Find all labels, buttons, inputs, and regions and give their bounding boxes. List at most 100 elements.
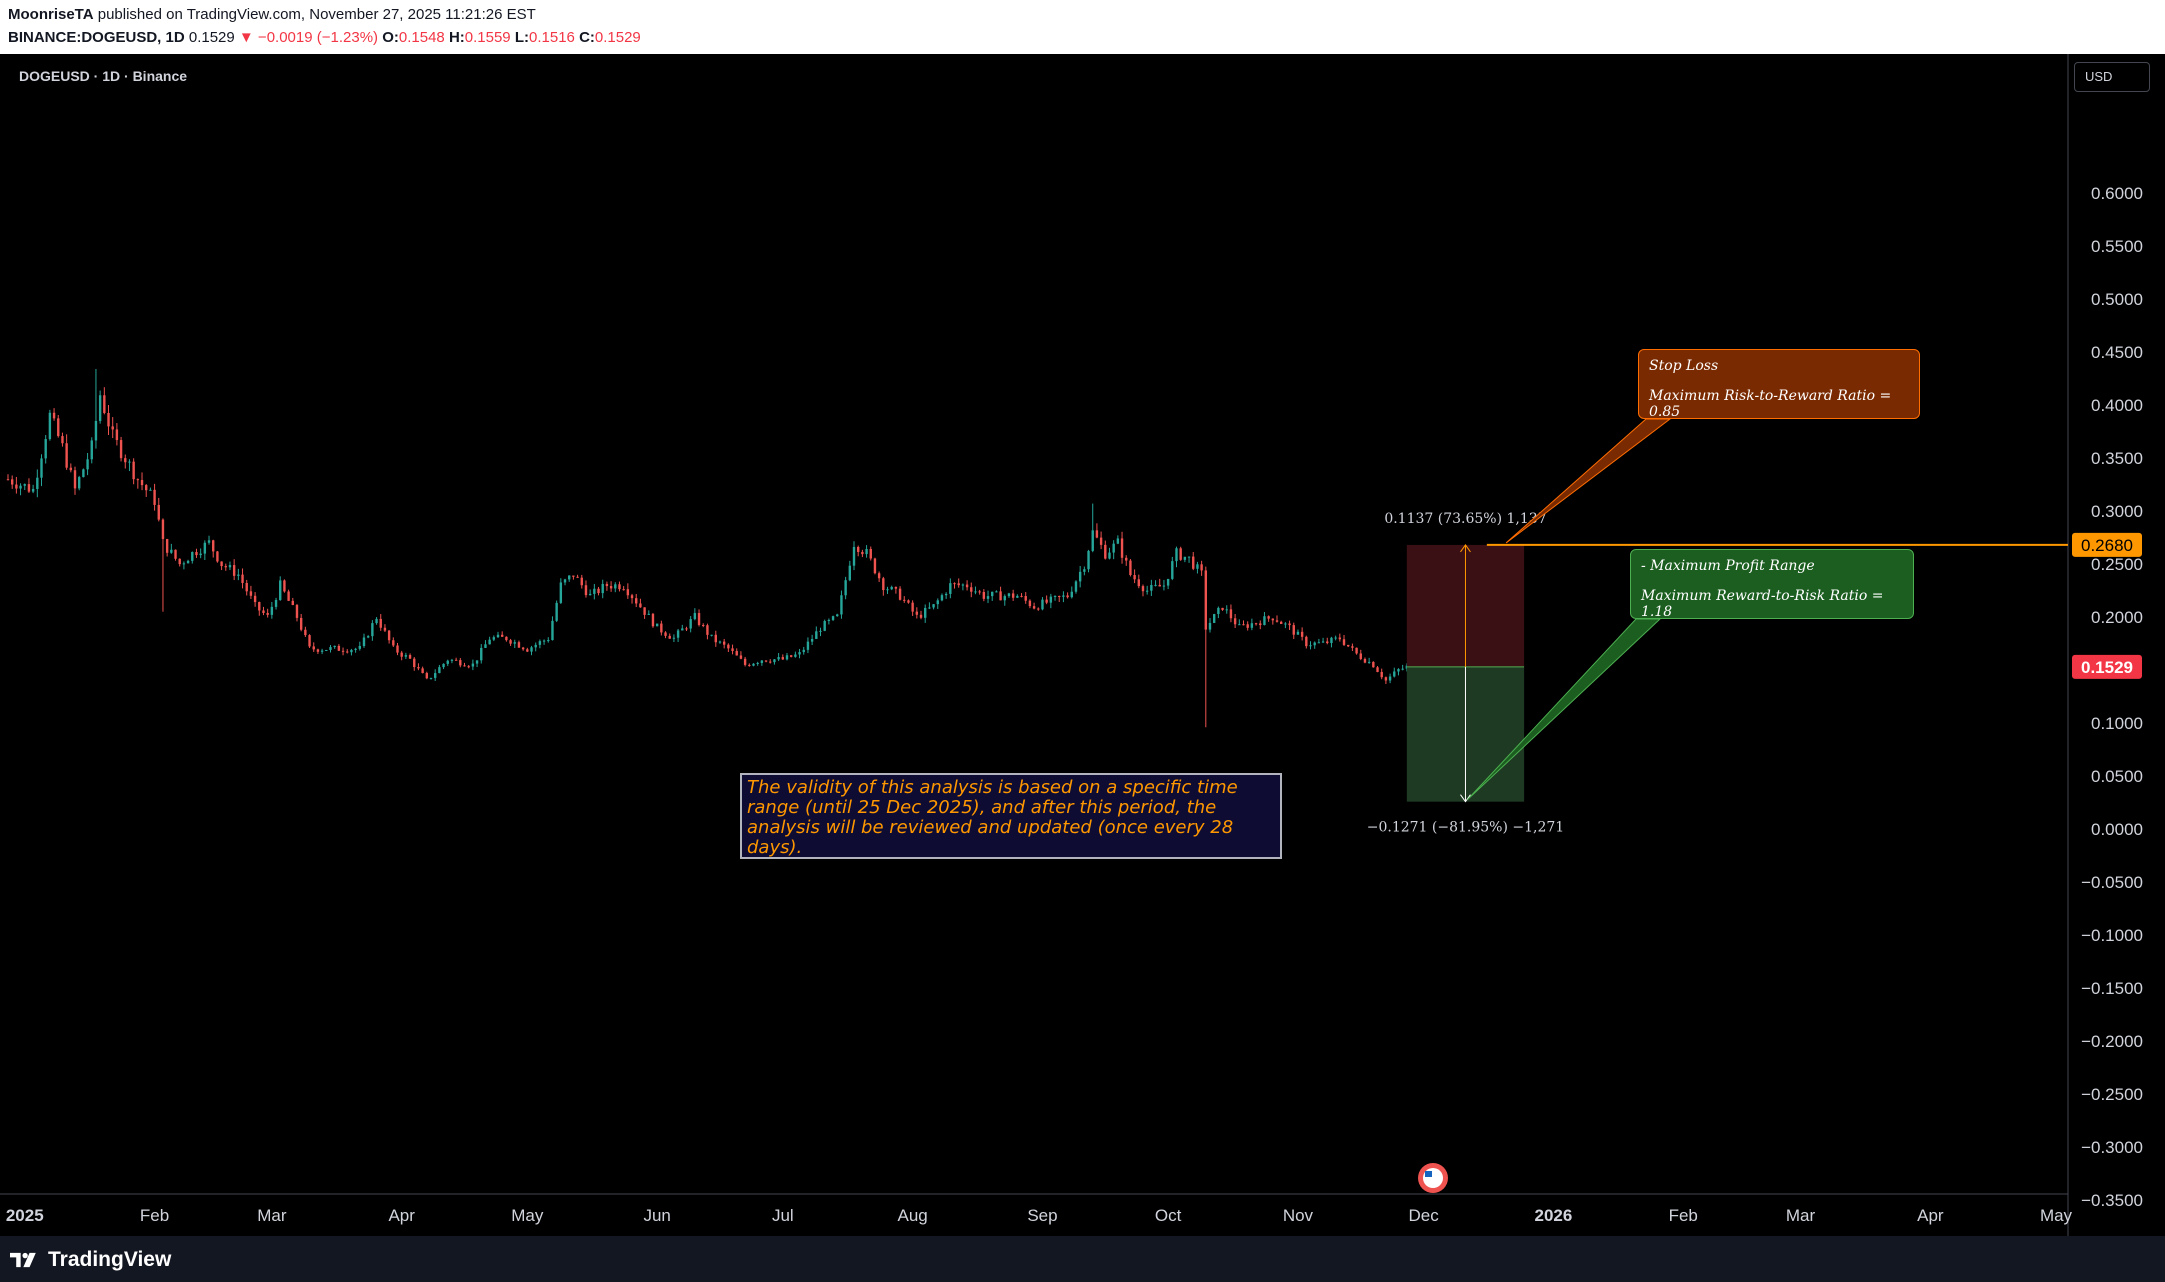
candle-body (643, 607, 645, 615)
candle-body (78, 477, 80, 488)
currency-button[interactable]: USD (2074, 62, 2150, 92)
stop-loss-title: Stop Loss (1649, 358, 1909, 374)
candle-body (1385, 677, 1387, 680)
candle-body (49, 413, 51, 439)
candle-body (932, 604, 934, 607)
candle-body (1238, 624, 1240, 625)
candle-body (1221, 608, 1223, 610)
candle-body (731, 648, 733, 651)
candle-body (505, 637, 507, 640)
candle-body (1041, 600, 1043, 610)
candle-body (585, 585, 587, 595)
candle-body (149, 490, 151, 491)
y-tick-label: −0.2000 (2081, 1032, 2143, 1051)
x-tick-label: Sep (1027, 1206, 1057, 1225)
candle-body (258, 602, 260, 610)
candle-body (317, 649, 319, 651)
candle-body (179, 559, 181, 564)
candle-body (380, 619, 382, 628)
candle-body (1339, 638, 1341, 640)
candle-body (794, 654, 796, 656)
candle-body (112, 426, 114, 429)
open-value: 0.1548 (399, 29, 445, 46)
candle-body (916, 612, 918, 615)
candle-body (1255, 623, 1257, 624)
candle-body (949, 583, 951, 594)
candle-body (229, 565, 231, 567)
candle-body (11, 479, 13, 484)
candle-body (1138, 579, 1140, 586)
candle-body (1071, 592, 1073, 598)
candle-body (807, 642, 809, 650)
candle-body (212, 540, 214, 551)
analysis-note[interactable]: The validity of this analysis is based o… (740, 773, 1282, 859)
profit-callout[interactable]: - Maximum Profit Range Maximum Reward-to… (1630, 549, 1914, 619)
candle-body (874, 559, 876, 574)
candle-body (677, 630, 679, 637)
candle-body (610, 586, 612, 588)
candle-body (685, 628, 687, 629)
candle-body (1083, 569, 1085, 572)
candle-body (710, 635, 712, 636)
candle-body (1087, 551, 1089, 569)
candle-body (183, 563, 185, 564)
candle-body (1096, 530, 1098, 537)
x-tick-label: 2025 (6, 1206, 44, 1225)
stop-loss-callout[interactable]: Stop Loss Maximum Risk-to-Reward Ratio =… (1638, 349, 1920, 419)
candle-body (354, 649, 356, 650)
candle-body (744, 659, 746, 665)
candle-body (1284, 623, 1286, 624)
candle-body (899, 589, 901, 600)
candle-body (878, 573, 880, 578)
candle-body (1242, 624, 1244, 625)
candle-body (823, 621, 825, 631)
candle-body (522, 648, 524, 650)
candle-body (1343, 639, 1345, 645)
candle-body (509, 640, 511, 644)
candle-body (602, 584, 604, 593)
x-tick-label: Oct (1155, 1206, 1182, 1225)
candle-body (1159, 585, 1161, 587)
candle-body (1209, 623, 1211, 630)
lower-measure-label: −0.1271 (−81.95%) −1,271 (1367, 820, 1564, 836)
candle-body (367, 636, 369, 637)
x-tick-label: Apr (388, 1206, 415, 1225)
candle-body (279, 580, 281, 600)
candle-body (966, 585, 968, 588)
candle-body (107, 413, 109, 426)
candle-body (756, 663, 758, 664)
candle-body (1050, 597, 1052, 603)
candle-body (631, 595, 633, 598)
candle-body (660, 624, 662, 633)
candle-body (870, 549, 872, 559)
candle-body (1259, 623, 1261, 625)
candle-body (1054, 596, 1056, 597)
candle-body (1313, 643, 1315, 646)
candle-body (1146, 591, 1148, 592)
tradingview-logo[interactable]: TradingView (10, 1248, 171, 1272)
candle-body (246, 583, 248, 591)
candle-body (635, 598, 637, 603)
last-price: 0.1529 (189, 29, 235, 46)
x-tick-label: Jun (643, 1206, 670, 1225)
candle-body (819, 631, 821, 632)
candle-body (1234, 618, 1236, 624)
candle-body (86, 459, 88, 469)
high-label: H: (449, 29, 465, 46)
candle-body (1179, 548, 1181, 560)
candle-body (44, 439, 46, 458)
candle-body (287, 591, 289, 600)
candle-body (1355, 648, 1357, 654)
candle-body (137, 479, 139, 480)
candle-body (216, 551, 218, 561)
candle-body (124, 458, 126, 462)
author-name[interactable]: MoonriseTA (8, 6, 94, 23)
candle-body (782, 657, 784, 659)
price-chart[interactable]: 0.60000.55000.50000.45000.40000.35000.30… (0, 54, 2165, 1236)
candle-body (987, 596, 989, 599)
candle-body (543, 641, 545, 642)
candle-body (442, 664, 444, 667)
candle-body (1205, 570, 1207, 629)
candle-body (723, 642, 725, 645)
stop-loss-ratio: Maximum Risk-to-Reward Ratio = 0.85 (1649, 388, 1909, 420)
